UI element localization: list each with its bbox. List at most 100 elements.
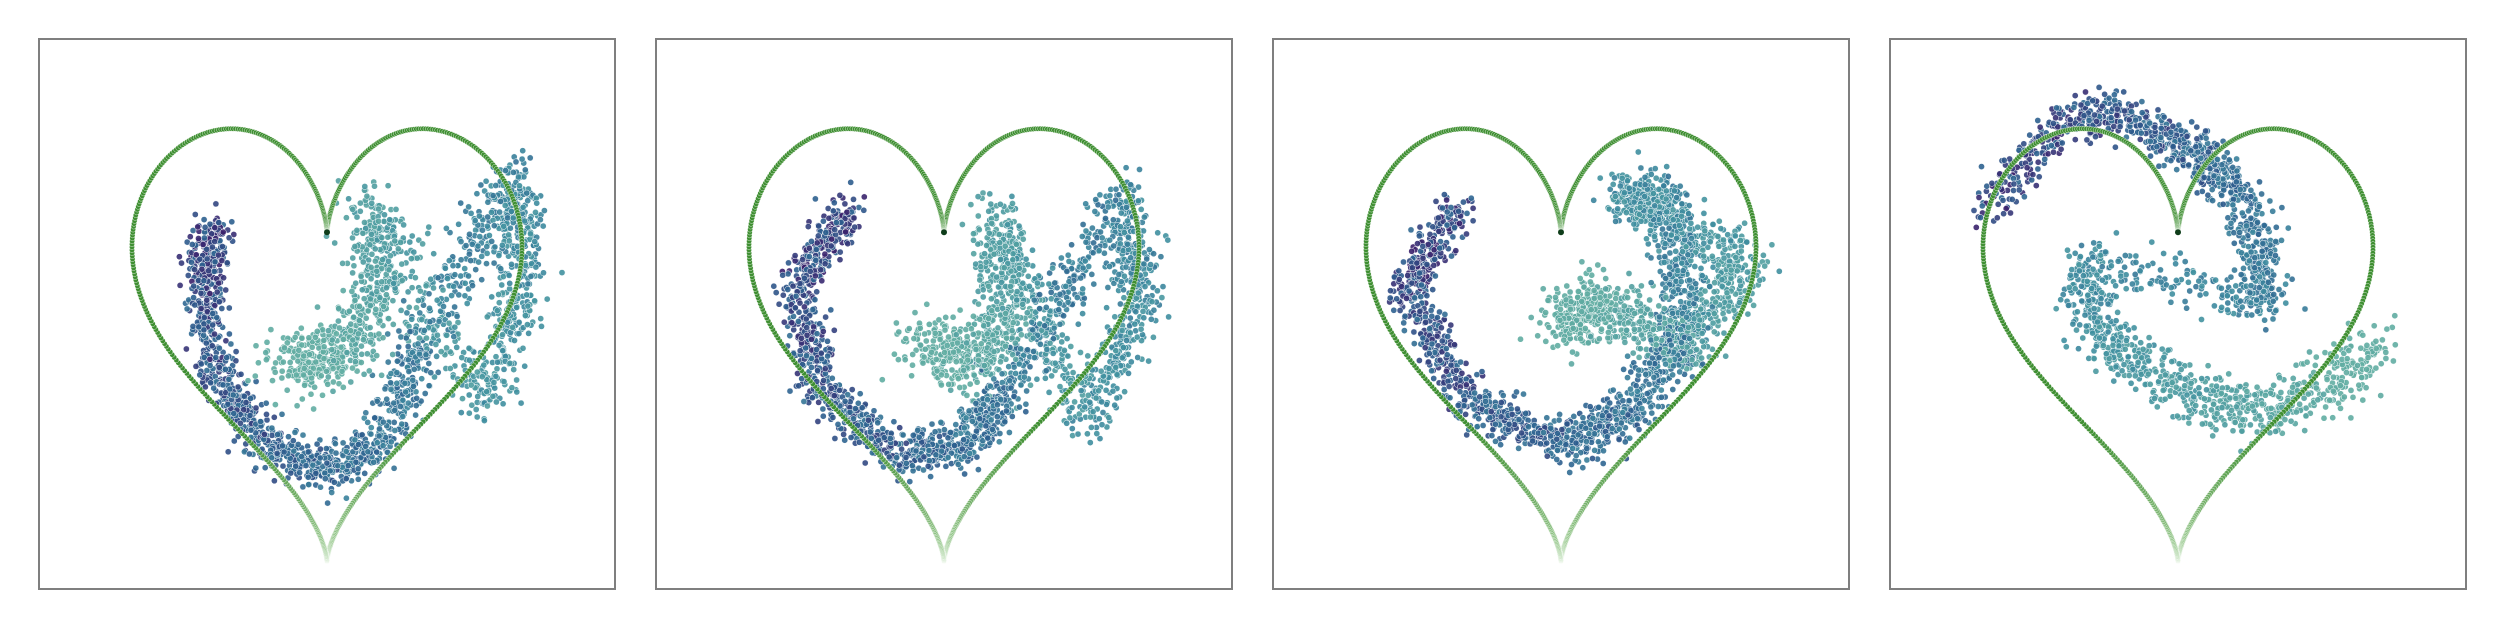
sample-point <box>363 350 371 358</box>
sample-point <box>200 354 208 361</box>
sample-point <box>349 364 356 372</box>
sample-point <box>313 440 321 448</box>
sample-point <box>291 429 299 436</box>
sample-point <box>944 434 952 442</box>
sample-point <box>389 351 397 358</box>
sample-point <box>509 323 516 331</box>
sample-point <box>1112 196 1119 204</box>
sample-point <box>298 341 306 349</box>
sample-point <box>190 282 198 290</box>
sample-point <box>384 182 392 190</box>
sample-point <box>263 356 270 364</box>
sample-point <box>237 419 244 427</box>
sample-point <box>496 208 503 216</box>
sample-point <box>445 311 452 319</box>
sample-point <box>486 232 493 239</box>
sample-point <box>391 274 399 282</box>
sample-point <box>378 371 385 379</box>
sample-point <box>979 293 987 301</box>
sample-point <box>206 290 214 297</box>
sample-point <box>387 438 395 446</box>
sample-point <box>195 235 202 242</box>
sample-point <box>342 475 350 482</box>
sample-point <box>488 238 496 245</box>
sample-point <box>481 417 488 424</box>
sample-point <box>1146 246 1153 253</box>
sample-point <box>424 230 432 237</box>
sample-point <box>373 397 381 405</box>
sample-point <box>397 333 405 341</box>
sample-point <box>339 287 347 294</box>
sample-point <box>961 470 968 478</box>
sample-point <box>1077 387 1085 394</box>
sample-point <box>390 419 398 426</box>
sample-point <box>178 259 185 267</box>
sample-point <box>462 242 470 249</box>
sample-point <box>386 216 394 224</box>
sample-point <box>910 335 918 342</box>
sample-point <box>433 353 440 360</box>
sample-point <box>306 369 314 377</box>
sample-point <box>283 339 291 347</box>
sample-point <box>183 345 190 353</box>
sample-point <box>1029 326 1037 334</box>
sample-point <box>505 231 512 239</box>
sample-point <box>357 359 365 366</box>
sample-point <box>394 357 401 365</box>
sample-point <box>334 462 342 470</box>
sample-point <box>1058 338 1066 346</box>
sample-point <box>348 288 356 295</box>
sample-point <box>410 248 418 256</box>
sample-point <box>515 173 522 181</box>
sample-point <box>272 401 279 408</box>
sample-point <box>379 418 387 426</box>
sample-point <box>902 439 910 447</box>
sample-point <box>203 245 211 253</box>
sample-point <box>532 263 540 271</box>
sample-point <box>225 304 233 312</box>
sample-point <box>230 437 238 445</box>
sample-point <box>457 256 465 264</box>
sample-point <box>425 382 433 390</box>
sample-point <box>483 243 491 250</box>
sample-point <box>317 483 324 491</box>
sample-point <box>358 431 366 439</box>
sample-point <box>324 380 332 388</box>
sample-point <box>488 293 496 301</box>
sample-point <box>449 262 457 270</box>
sample-point <box>294 441 302 448</box>
sample-point <box>1081 257 1089 265</box>
sample-point <box>415 297 422 304</box>
sample-point <box>521 166 529 174</box>
sample-point <box>995 438 1003 446</box>
sample-point <box>512 158 520 166</box>
sample-point <box>973 391 981 398</box>
sample-point <box>343 349 351 356</box>
sample-point <box>1086 439 1094 446</box>
sample-point <box>408 255 415 262</box>
sample-point <box>1066 414 1074 422</box>
sample-point <box>304 448 312 456</box>
sample-point <box>1042 374 1049 382</box>
sample-point <box>286 359 294 366</box>
sample-point <box>906 478 914 485</box>
sample-point <box>378 278 386 286</box>
sample-point <box>410 383 417 390</box>
sample-point <box>393 379 401 387</box>
sample-point <box>1045 280 1053 288</box>
sample-point <box>1049 264 1056 272</box>
sample-point <box>390 399 398 407</box>
sample-point <box>261 464 269 472</box>
sample-point <box>413 304 420 312</box>
sample-point <box>381 385 389 393</box>
sample-point <box>1164 236 1172 244</box>
sample-point <box>499 331 506 339</box>
sample-point <box>492 372 500 380</box>
sample-point <box>815 222 823 230</box>
sample-point <box>453 344 461 351</box>
sample-point <box>337 343 345 351</box>
sample-point <box>385 266 393 274</box>
sample-point <box>911 309 919 316</box>
sample-point <box>507 224 514 232</box>
